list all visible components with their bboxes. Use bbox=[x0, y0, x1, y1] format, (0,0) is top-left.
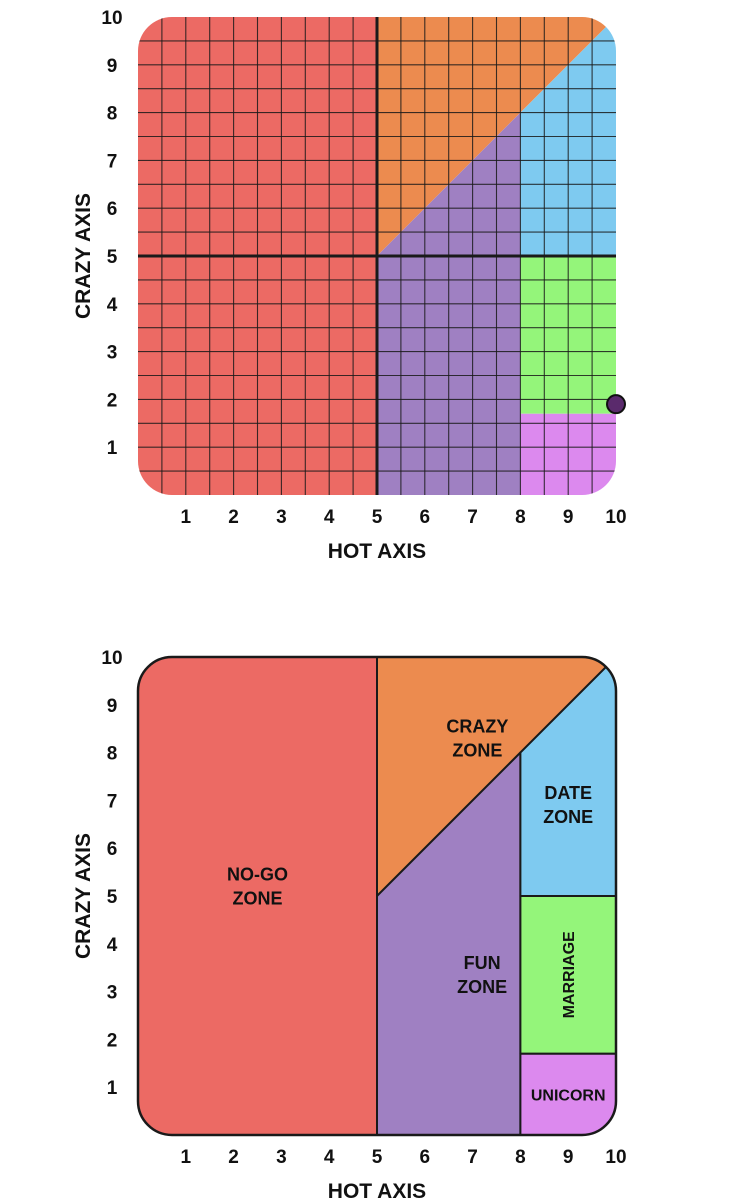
x-tick-label: 10 bbox=[605, 1147, 626, 1168]
x-tick-label: 8 bbox=[515, 1147, 526, 1168]
y-tick-label: 9 bbox=[107, 56, 118, 77]
x-tick-label: 3 bbox=[276, 1147, 287, 1168]
y-tick-label: 2 bbox=[107, 390, 118, 411]
y-axis-title: CRAZY AXIS bbox=[72, 833, 95, 959]
y-tick-label: 6 bbox=[107, 199, 118, 220]
y-tick-label: 7 bbox=[107, 151, 118, 172]
x-tick-label: 2 bbox=[228, 1147, 239, 1168]
x-tick-label: 2 bbox=[228, 507, 239, 528]
y-tick-label: 9 bbox=[107, 696, 118, 717]
x-tick-label: 7 bbox=[467, 507, 478, 528]
x-tick-label: 6 bbox=[420, 1147, 431, 1168]
y-tick-label: 5 bbox=[107, 247, 118, 268]
zone-label-date: DATE ZONE bbox=[543, 783, 593, 827]
y-tick-label: 5 bbox=[107, 887, 118, 908]
zone-label-crazy: CRAZY ZONE bbox=[446, 716, 508, 760]
y-tick-label: 3 bbox=[107, 983, 118, 1004]
x-axis-title: HOT AXIS bbox=[328, 1180, 426, 1199]
y-tick-label: 6 bbox=[107, 839, 118, 860]
x-tick-label: 7 bbox=[467, 1147, 478, 1168]
zone-label-marriage: MARRIAGE bbox=[561, 931, 578, 1018]
zone-label-no-go: NO-GO ZONE bbox=[227, 864, 288, 908]
y-tick-label: 2 bbox=[107, 1030, 118, 1051]
labeled-zone-chart: 1 2 3 4 5 6 7 8 9 10 1 2 3 4 5 6 7 8 9 10 HOT AXIS CRAZY AXIS… bbox=[72, 648, 627, 1199]
plot-area bbox=[138, 657, 616, 1135]
y-tick-label: 1 bbox=[107, 438, 118, 459]
y-tick-label: 3 bbox=[107, 343, 118, 364]
data-point bbox=[606, 394, 626, 415]
x-tick-label: 6 bbox=[420, 507, 431, 528]
y-tick-label: 1 bbox=[107, 1078, 118, 1099]
y-tick-label: 7 bbox=[107, 791, 118, 812]
zone-label-fun: FUN ZONE bbox=[457, 953, 507, 997]
y-tick-label: 10 bbox=[101, 8, 122, 29]
x-tick-label: 9 bbox=[563, 507, 574, 528]
plot-area bbox=[138, 17, 616, 495]
x-tick-label: 5 bbox=[372, 507, 383, 528]
x-tick-label: 1 bbox=[181, 1147, 192, 1168]
x-tick-label: 9 bbox=[563, 1147, 574, 1168]
x-tick-label: 4 bbox=[324, 1147, 335, 1168]
x-tick-label: 8 bbox=[515, 507, 526, 528]
y-tick-label: 10 bbox=[101, 648, 122, 669]
y-tick-label: 8 bbox=[107, 744, 118, 765]
x-tick-label: 10 bbox=[605, 507, 626, 528]
zone-no-go bbox=[138, 657, 378, 1135]
y-tick-label: 4 bbox=[107, 935, 118, 956]
x-tick-label: 1 bbox=[181, 507, 192, 528]
x-tick-label: 5 bbox=[372, 1147, 383, 1168]
x-tick-label: 4 bbox=[324, 507, 335, 528]
x-tick-label: 3 bbox=[276, 507, 287, 528]
y-tick-label: 4 bbox=[107, 295, 118, 316]
y-axis-title: CRAZY AXIS bbox=[72, 193, 95, 319]
plot-border bbox=[136, 655, 618, 1137]
x-axis-title: HOT AXIS bbox=[328, 540, 426, 563]
grid-zone-chart: 1 2 3 4 5 6 7 8 9 10 1 2 3 4 5 6 7 8 9 10 HOT AXIS CRAZY AXIS bbox=[72, 8, 627, 563]
y-tick-label: 8 bbox=[107, 104, 118, 125]
zone-unicorn bbox=[519, 1052, 616, 1135]
zone-label-unicorn: UNICORN bbox=[531, 1087, 606, 1104]
